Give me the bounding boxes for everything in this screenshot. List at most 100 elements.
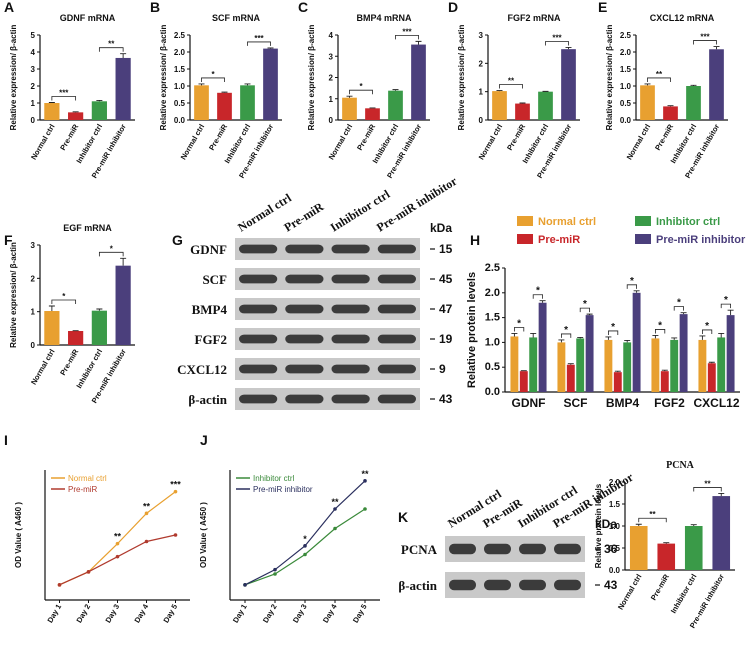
legend-label: Normal ctrl bbox=[68, 474, 107, 483]
x-tick-label: Pre-miR bbox=[58, 347, 80, 377]
error-bar bbox=[708, 361, 715, 364]
panel-letter: B bbox=[150, 0, 160, 15]
significance-label: * bbox=[303, 534, 307, 544]
blot-band bbox=[519, 579, 546, 591]
blot-band bbox=[239, 304, 278, 314]
y-tick-label: 0 bbox=[31, 116, 36, 125]
significance-label: *** bbox=[700, 33, 710, 42]
y-tick-label: 0.5 bbox=[485, 361, 500, 373]
bar bbox=[698, 339, 707, 392]
kda-value: 19 bbox=[439, 332, 453, 346]
error-bar bbox=[221, 91, 228, 93]
bar bbox=[709, 49, 724, 120]
bar bbox=[651, 338, 660, 392]
blot-strip bbox=[235, 358, 420, 380]
blot-band bbox=[377, 274, 416, 284]
bar bbox=[629, 526, 648, 570]
y-tick-label: 3 bbox=[329, 52, 334, 61]
y-tick-label: 1.0 bbox=[620, 82, 632, 91]
blot-band bbox=[239, 394, 278, 404]
y-tick-label: 2 bbox=[31, 274, 36, 283]
bar bbox=[91, 101, 107, 120]
bar bbox=[657, 543, 676, 570]
row-label: SCF bbox=[202, 272, 227, 287]
significance-label: *** bbox=[402, 27, 412, 36]
chart-title: GDNF mRNA bbox=[60, 13, 116, 23]
y-tick-label: 0.0 bbox=[485, 386, 500, 398]
significance-label: ** bbox=[656, 70, 663, 79]
blot-band bbox=[285, 364, 324, 374]
kda-value: 43 bbox=[604, 578, 618, 592]
x-tick-label: Normal ctrl bbox=[616, 573, 644, 612]
line bbox=[244, 480, 366, 586]
significance-label: ** bbox=[143, 501, 151, 511]
bar bbox=[566, 364, 575, 392]
bar bbox=[712, 496, 731, 570]
bar bbox=[365, 108, 380, 120]
y-tick-label: 1.5 bbox=[609, 500, 621, 509]
point bbox=[86, 570, 91, 574]
blot-band bbox=[377, 304, 416, 314]
y-tick-label: 0 bbox=[31, 341, 36, 350]
significance-bracket bbox=[51, 299, 77, 304]
point bbox=[363, 479, 367, 483]
bar bbox=[613, 372, 622, 392]
significance-label: *** bbox=[170, 480, 181, 490]
error-bar bbox=[511, 333, 518, 337]
y-tick-label: 1.0 bbox=[485, 336, 500, 348]
error-bar bbox=[72, 111, 79, 113]
y-tick-label: 2.0 bbox=[174, 48, 186, 57]
x-tick-label: Day 3 bbox=[291, 603, 309, 625]
bar bbox=[411, 44, 426, 120]
blot-band bbox=[331, 304, 370, 314]
x-tick-label: CXCL12 bbox=[693, 396, 739, 410]
bar bbox=[68, 331, 84, 345]
error-bar bbox=[652, 335, 659, 339]
y-tick-label: 2.5 bbox=[620, 31, 632, 40]
panel-letter: F bbox=[4, 232, 13, 248]
x-tick-label: BMP4 bbox=[606, 396, 640, 410]
blot-band bbox=[331, 364, 370, 374]
y-tick-label: 3 bbox=[31, 241, 36, 250]
error-bar bbox=[690, 84, 697, 86]
blot-strip bbox=[235, 388, 420, 410]
y-tick-label: 0.0 bbox=[609, 566, 621, 575]
bar bbox=[492, 91, 507, 120]
blot-band bbox=[239, 244, 278, 254]
bar bbox=[342, 97, 357, 120]
error-bar bbox=[667, 105, 674, 107]
bar bbox=[538, 91, 553, 120]
kda-header: kDa bbox=[430, 221, 452, 235]
y-tick-label: 2.5 bbox=[174, 31, 186, 40]
significance-bracket bbox=[608, 330, 619, 335]
error-bar bbox=[661, 369, 668, 372]
error-bar bbox=[718, 333, 725, 338]
significance-label: * bbox=[705, 321, 709, 332]
row-label: β-actin bbox=[398, 578, 437, 593]
row-label: BMP4 bbox=[192, 302, 228, 317]
bar bbox=[561, 49, 576, 120]
error-bar bbox=[96, 308, 103, 311]
y-tick-label: 1 bbox=[31, 99, 36, 108]
y-tick-label: 2.5 bbox=[485, 262, 500, 274]
y-axis-label: Relative expression/ β-actin bbox=[457, 24, 466, 130]
error-bar bbox=[530, 333, 537, 338]
bar bbox=[604, 339, 613, 392]
error-bar bbox=[48, 102, 55, 103]
legend-label: Inhibitor ctrl bbox=[656, 216, 720, 228]
bar bbox=[585, 315, 594, 392]
error-bar bbox=[727, 309, 734, 316]
significance-label: * bbox=[658, 320, 662, 331]
bar bbox=[68, 112, 84, 120]
blot-band bbox=[377, 364, 416, 374]
significance-bracket bbox=[561, 333, 572, 338]
error-bar bbox=[120, 257, 127, 266]
y-tick-label: 1 bbox=[329, 95, 334, 104]
x-tick-label: Day 4 bbox=[321, 602, 339, 625]
legend-swatch bbox=[635, 216, 651, 226]
y-tick-label: 0.0 bbox=[174, 116, 186, 125]
blot-band bbox=[239, 334, 278, 344]
kda-value: 36 bbox=[604, 542, 618, 556]
point bbox=[333, 526, 337, 531]
